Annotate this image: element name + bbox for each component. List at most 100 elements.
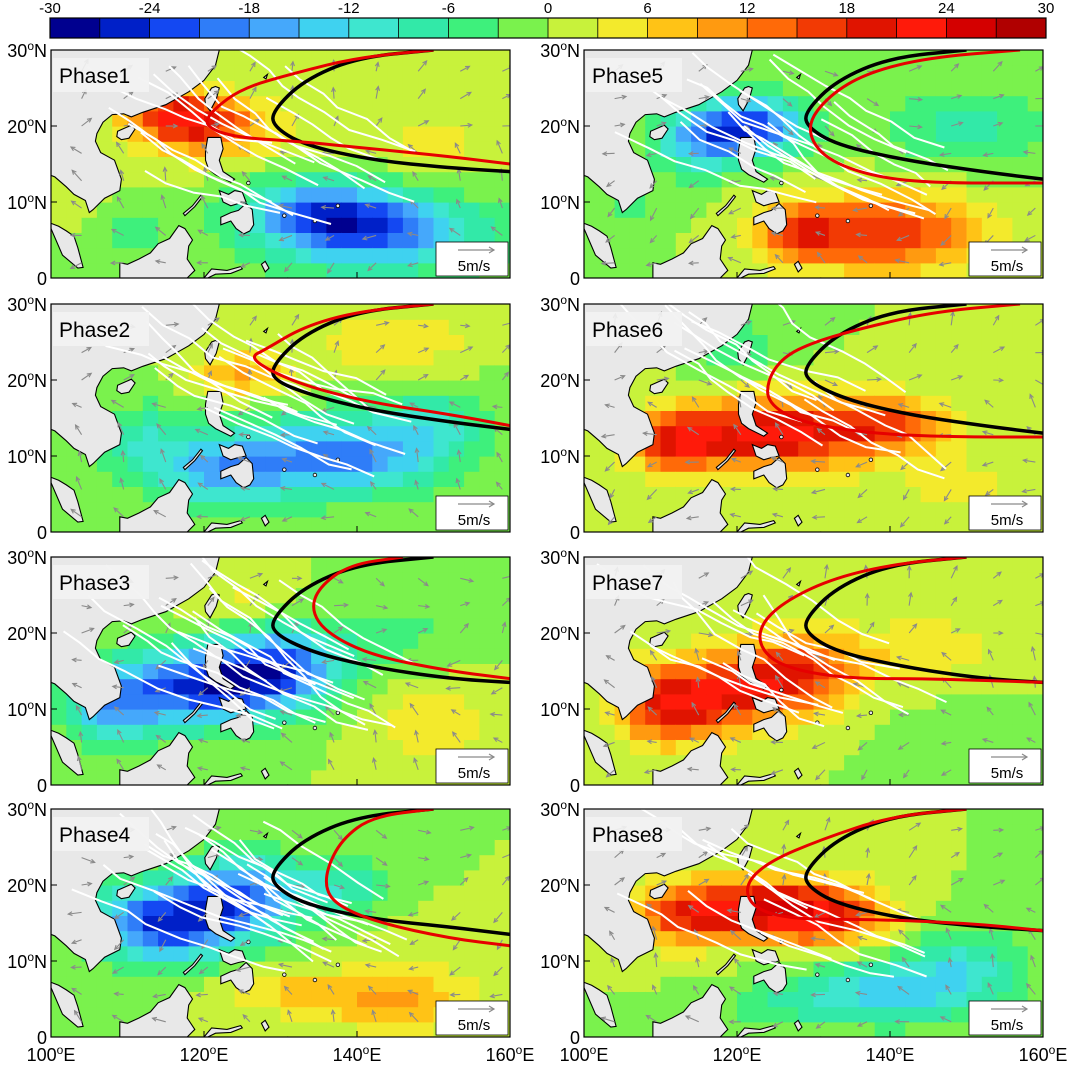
- field-cell: [752, 232, 769, 249]
- field-cell: [981, 663, 998, 680]
- field-cell: [96, 724, 113, 740]
- field-cell: [675, 217, 692, 233]
- wind-arrow: [165, 598, 177, 607]
- wind-arrow-head: [113, 507, 119, 513]
- field-cell: [752, 602, 769, 619]
- wind-arrow-head: [1021, 488, 1027, 494]
- wind-arrow: [908, 343, 917, 353]
- field-cell: [675, 724, 692, 740]
- field-cell: [402, 839, 419, 856]
- field-cell: [859, 247, 876, 264]
- wind-arrow-head: [498, 197, 503, 204]
- wind-arrow: [950, 63, 959, 72]
- field-cell: [112, 395, 129, 411]
- wind-arrow-head: [604, 466, 610, 472]
- wind-arrow: [198, 911, 209, 922]
- axis-tick-label: 20oN: [7, 874, 47, 896]
- wind-arrow: [501, 622, 506, 634]
- wind-arrow-head: [254, 118, 261, 124]
- wind-arrow: [856, 461, 868, 468]
- field-cell: [859, 349, 876, 366]
- field-cell: [494, 693, 510, 710]
- wind-arrow-head: [331, 86, 336, 93]
- wind-arrow-head: [119, 169, 125, 175]
- field-cell: [249, 572, 266, 588]
- wind-arrow-head: [423, 347, 430, 353]
- field-cell: [629, 217, 646, 233]
- wind-arrow: [814, 712, 826, 716]
- wind-arrow-head: [374, 61, 380, 67]
- wind-arrow-head: [943, 519, 950, 525]
- tc-track: [141, 306, 320, 398]
- field-cell: [142, 930, 159, 947]
- field-cell: [387, 900, 404, 916]
- field-cell: [249, 456, 266, 472]
- field-cell: [387, 262, 404, 278]
- field-cell: [387, 839, 404, 856]
- wind-arrow-head: [492, 737, 499, 742]
- field-cell: [494, 319, 510, 335]
- wind-arrow: [239, 234, 250, 236]
- field-cell: [234, 824, 251, 840]
- wind-arrow-head: [209, 596, 215, 603]
- wind-arrow: [491, 687, 503, 695]
- field-cell: [418, 217, 435, 233]
- field-cell: [96, 1021, 113, 1037]
- wind-arrow-head: [239, 516, 246, 522]
- field-cell: [142, 440, 159, 457]
- landmass: [649, 124, 669, 141]
- axis-tick-label: 120oE: [180, 1043, 229, 1065]
- colorbar-swatch: [896, 18, 947, 38]
- wind-arrow-head: [466, 853, 472, 859]
- wind-arrow-head: [129, 876, 136, 882]
- field-cell: [234, 739, 251, 756]
- field-cell: [599, 724, 616, 740]
- field-cell: [798, 486, 815, 503]
- field-cell: [614, 471, 631, 487]
- field-cell: [204, 976, 220, 992]
- field-cell: [372, 587, 389, 604]
- field-cell: [357, 232, 373, 249]
- tc-track: [701, 657, 844, 714]
- wind-arrow: [327, 262, 335, 274]
- wind-arrow-head: [414, 447, 420, 453]
- scale-vector-box: [435, 241, 509, 277]
- wind-arrow: [502, 575, 510, 579]
- wind-arrow-head: [281, 175, 287, 181]
- field-cell: [204, 456, 220, 472]
- field-cell: [448, 95, 465, 112]
- field-cell: [402, 456, 419, 472]
- field-cell: [479, 557, 496, 573]
- field-cell: [448, 945, 465, 962]
- field-cell: [782, 186, 799, 203]
- field-cell: [357, 869, 373, 886]
- field-cell: [828, 50, 845, 66]
- landmass: [203, 519, 244, 532]
- wind-arrow: [407, 232, 419, 236]
- landmass: [260, 767, 270, 780]
- wind-arrow: [606, 655, 615, 661]
- field-cell: [737, 709, 753, 725]
- field-cell: [813, 304, 830, 320]
- field-cell: [265, 262, 282, 278]
- wind-arrow-head: [116, 195, 122, 202]
- wind-arrow: [415, 480, 419, 490]
- wind-arrow-head: [691, 701, 697, 708]
- field-cell: [357, 754, 373, 771]
- field-cell: [249, 65, 266, 81]
- landmass: [753, 709, 788, 742]
- wind-arrow: [459, 623, 469, 634]
- landmass: [753, 456, 788, 489]
- field-cell: [372, 991, 389, 1008]
- axis-tick-label: 140oE: [333, 1043, 382, 1065]
- wind-arrow-head: [242, 1014, 248, 1020]
- field-cell: [782, 80, 799, 97]
- wind-arrow-head: [902, 494, 908, 501]
- field-cell: [249, 1021, 266, 1037]
- wind-arrow-head: [647, 706, 653, 712]
- field-cell: [387, 602, 404, 619]
- field-cell: [249, 304, 266, 320]
- wind-arrow: [817, 428, 826, 436]
- field-cell: [614, 754, 631, 771]
- wind-arrow: [459, 877, 469, 886]
